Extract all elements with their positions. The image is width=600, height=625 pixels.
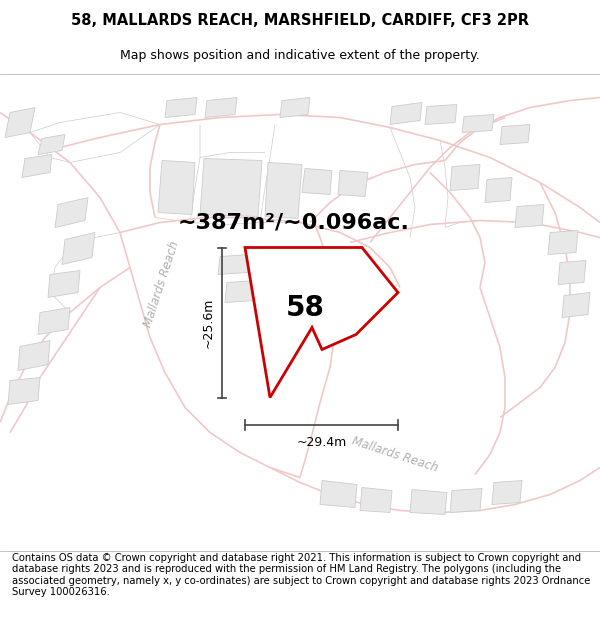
Polygon shape (48, 271, 80, 298)
Polygon shape (558, 261, 586, 284)
Polygon shape (320, 481, 357, 508)
Polygon shape (158, 161, 195, 214)
Polygon shape (8, 378, 40, 404)
Polygon shape (548, 231, 578, 254)
Polygon shape (280, 98, 310, 118)
Polygon shape (302, 169, 332, 194)
Polygon shape (205, 98, 237, 118)
Polygon shape (500, 124, 530, 144)
Text: Mallards Reach: Mallards Reach (142, 240, 182, 329)
Polygon shape (298, 262, 350, 312)
Polygon shape (200, 159, 262, 216)
Polygon shape (218, 254, 250, 274)
Polygon shape (165, 98, 197, 118)
Polygon shape (450, 489, 482, 512)
Text: ~29.4m: ~29.4m (296, 436, 347, 449)
Polygon shape (562, 292, 590, 318)
Polygon shape (515, 204, 544, 228)
Polygon shape (485, 177, 512, 202)
Polygon shape (245, 248, 398, 398)
Text: ~25.6m: ~25.6m (202, 298, 215, 348)
Text: Map shows position and indicative extent of the property.: Map shows position and indicative extent… (120, 49, 480, 62)
Text: Mallards Reach: Mallards Reach (350, 434, 440, 474)
Polygon shape (492, 481, 522, 504)
Polygon shape (425, 104, 457, 124)
Polygon shape (38, 134, 65, 154)
Text: Contains OS data © Crown copyright and database right 2021. This information is : Contains OS data © Crown copyright and d… (12, 552, 590, 598)
Polygon shape (38, 308, 70, 334)
Polygon shape (5, 107, 35, 138)
Polygon shape (265, 162, 302, 219)
Text: ~387m²/~0.096ac.: ~387m²/~0.096ac. (178, 213, 410, 232)
Polygon shape (338, 171, 368, 196)
Polygon shape (360, 488, 392, 512)
Polygon shape (225, 281, 257, 302)
Polygon shape (22, 154, 52, 178)
Polygon shape (462, 114, 494, 132)
Polygon shape (18, 341, 50, 371)
Polygon shape (390, 102, 422, 124)
Polygon shape (450, 164, 480, 191)
Text: 58, MALLARDS REACH, MARSHFIELD, CARDIFF, CF3 2PR: 58, MALLARDS REACH, MARSHFIELD, CARDIFF,… (71, 13, 529, 28)
Polygon shape (55, 198, 88, 228)
Text: 58: 58 (286, 294, 325, 321)
Polygon shape (62, 232, 95, 264)
Polygon shape (410, 489, 447, 514)
